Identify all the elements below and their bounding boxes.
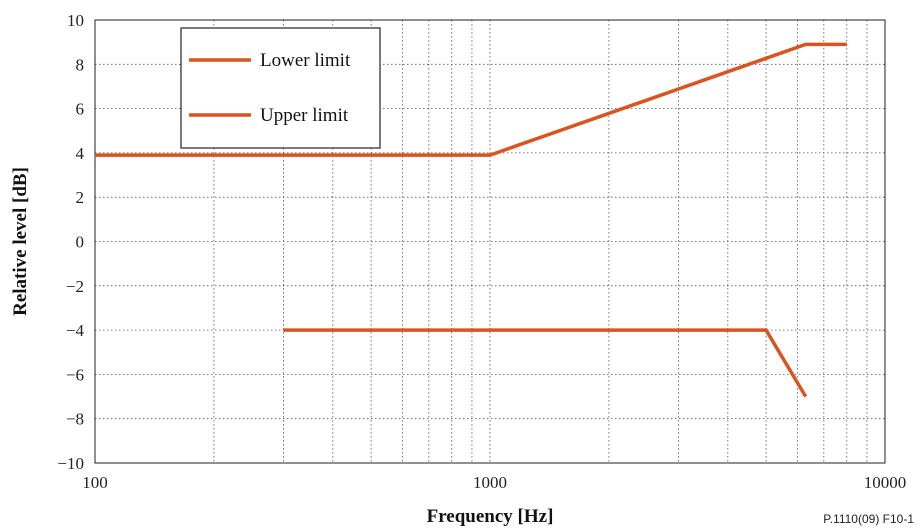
x-tick-label: 1000 — [473, 473, 507, 492]
y-tick-label: 4 — [76, 144, 85, 163]
legend-box — [180, 27, 381, 149]
y-tick-label: 8 — [76, 55, 85, 74]
x-tick-label: 10000 — [864, 473, 907, 492]
y-tick-label: 0 — [76, 233, 85, 252]
legend-label: Lower limit — [260, 50, 351, 71]
x-axis-title: Frequency [Hz] — [427, 506, 554, 527]
y-tick-label: −6 — [66, 365, 84, 384]
series-layer — [95, 42, 847, 398]
x-tick-label: 100 — [82, 473, 108, 492]
y-tick-labels: 10 8 6 4 2 0 −2 −4 −6 −8 −10 — [57, 11, 84, 473]
y-tick-label: −8 — [66, 410, 84, 429]
y-axis-title: Relative level [dB] — [10, 167, 31, 316]
y-tick-label: 6 — [76, 100, 85, 119]
y-tick-label: −2 — [66, 277, 84, 296]
plot-frame — [94, 19, 886, 464]
series-line-2 — [283, 328, 808, 398]
y-tick-label: 2 — [76, 188, 85, 207]
x-tick-labels: 100 1000 10000 — [82, 473, 906, 492]
figure-id: P.1110(09) F10-1 — [823, 512, 914, 526]
legend-label: Upper limit — [260, 105, 349, 126]
y-tick-label: 10 — [67, 11, 84, 30]
legend-items: Lower limit Upper limit — [189, 50, 351, 126]
y-tick-label: −10 — [57, 454, 84, 473]
series-line-1 — [95, 42, 847, 157]
grid — [95, 20, 885, 463]
y-tick-label: −4 — [66, 321, 85, 340]
legend: Lower limit Upper limit — [180, 27, 381, 149]
